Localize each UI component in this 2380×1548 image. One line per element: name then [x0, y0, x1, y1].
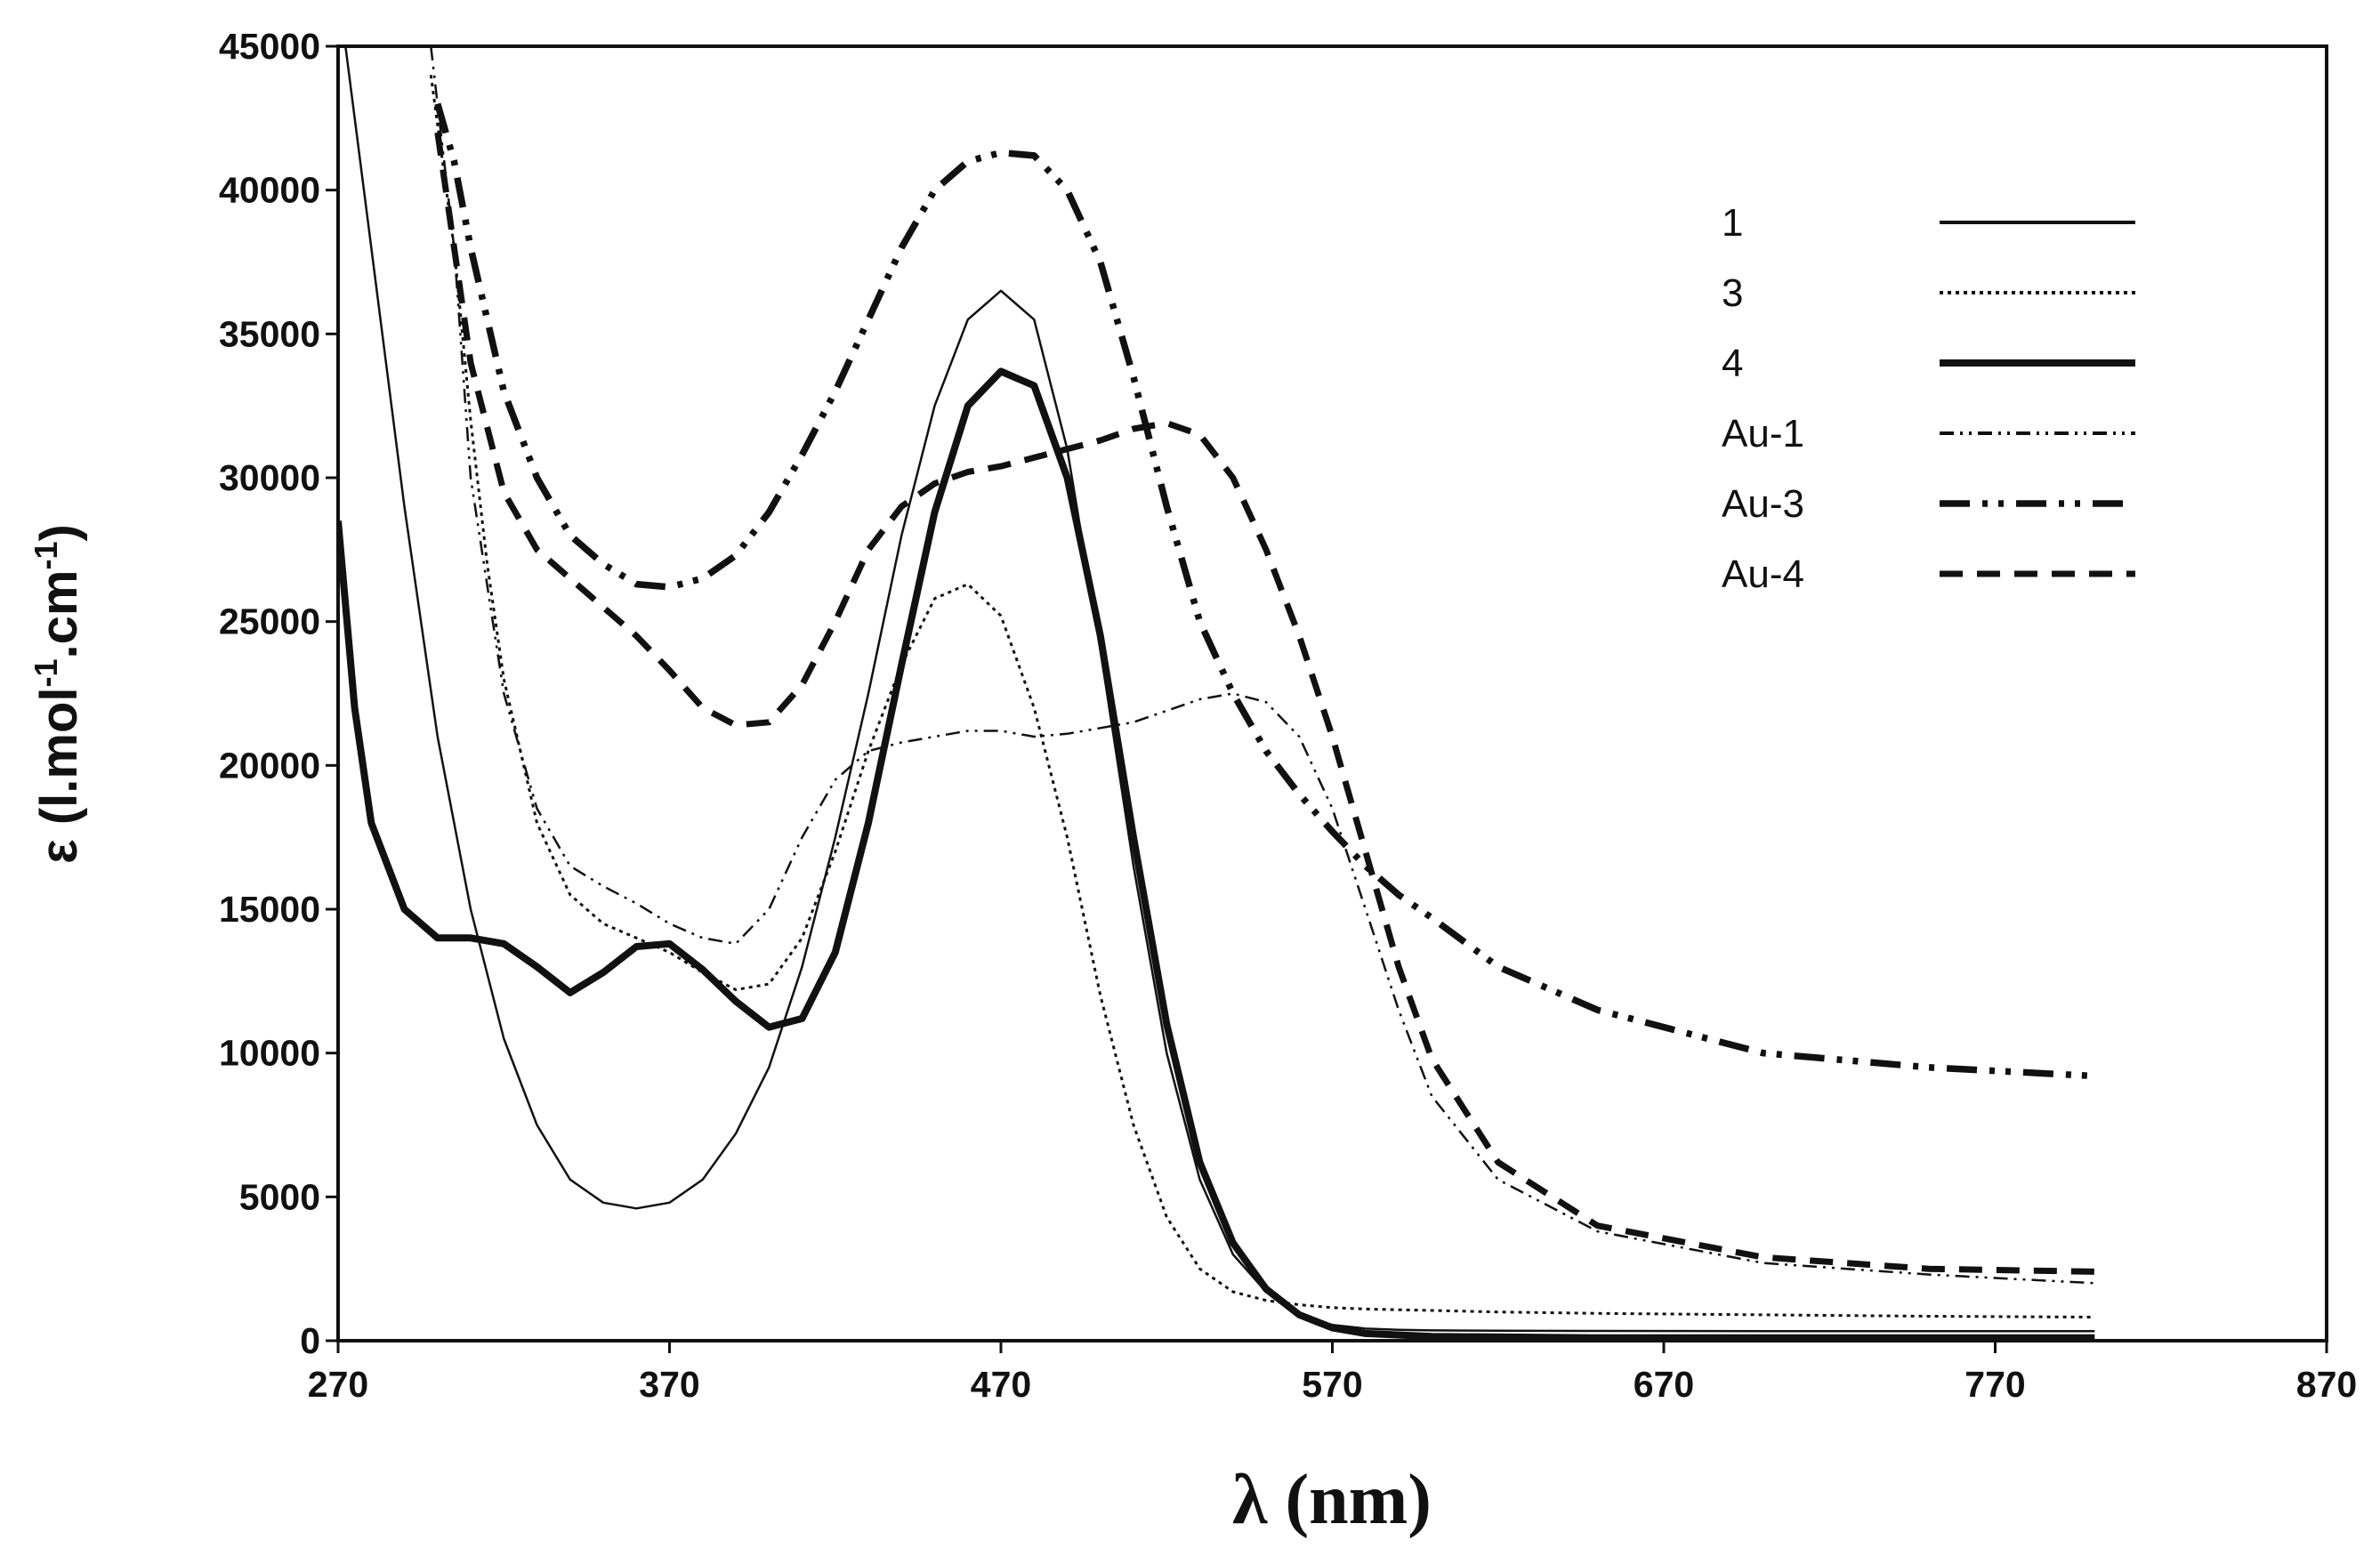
x-tick-label: 470	[971, 1364, 1031, 1405]
series-line-1	[344, 46, 2095, 1333]
x-tick-label: 370	[639, 1364, 699, 1405]
y-tick-label: 0	[300, 1320, 320, 1361]
y-tick-label: 45000	[219, 26, 320, 67]
y-tick-label: 25000	[219, 601, 320, 642]
x-tick-label: 770	[1965, 1364, 2025, 1405]
x-tick-label: 570	[1302, 1364, 1362, 1405]
y-tick-label: 40000	[219, 170, 320, 211]
x-tick-label: 270	[308, 1364, 368, 1405]
x-tick-label: 670	[1634, 1364, 1694, 1405]
series-line-au-4	[434, 132, 2095, 1275]
series-line-3	[429, 75, 2095, 1318]
y-label-exp1: -1	[28, 658, 64, 687]
y-tick-label: 35000	[219, 313, 320, 354]
legend-label: Au-4	[1722, 552, 1804, 596]
y-label-close: )	[30, 524, 88, 541]
legend: 1 3 4 Au-1 Au-3 Au-4	[1722, 201, 2135, 596]
legend-label: Au-1	[1722, 412, 1804, 456]
x-tick-label: 870	[2296, 1364, 2357, 1405]
y-axis: 0 5000 10000 15000 20000 25000 30000 35000 40000…	[219, 26, 338, 1361]
y-label-mid: .cm	[30, 570, 88, 659]
y-tick-label: 15000	[219, 889, 320, 930]
y-tick-label: 10000	[219, 1033, 320, 1074]
series-layer	[338, 46, 2095, 1341]
y-label-open: (l.mol	[30, 688, 88, 840]
plot-area	[336, 44, 2328, 1342]
y-axis-label: ε (l.mol-1.cm-1)	[28, 524, 88, 864]
y-tick-label: 20000	[219, 745, 320, 786]
legend-label: 3	[1722, 271, 1743, 315]
x-axis-label: λ (nm)	[1232, 1461, 1432, 1539]
y-label-exp2: -1	[28, 542, 64, 570]
legend-label: 4	[1722, 342, 1743, 385]
y-label-symbol: ε	[30, 839, 88, 864]
legend-label: Au-3	[1722, 482, 1804, 526]
series-line-au-3	[434, 102, 2095, 1080]
y-tick-label: 30000	[219, 457, 320, 498]
x-axis: 270 370 470 570 670 770 870	[308, 1341, 2357, 1405]
series-line-4	[338, 367, 2095, 1341]
legend-label: 1	[1722, 201, 1743, 245]
y-tick-label: 5000	[239, 1176, 320, 1217]
